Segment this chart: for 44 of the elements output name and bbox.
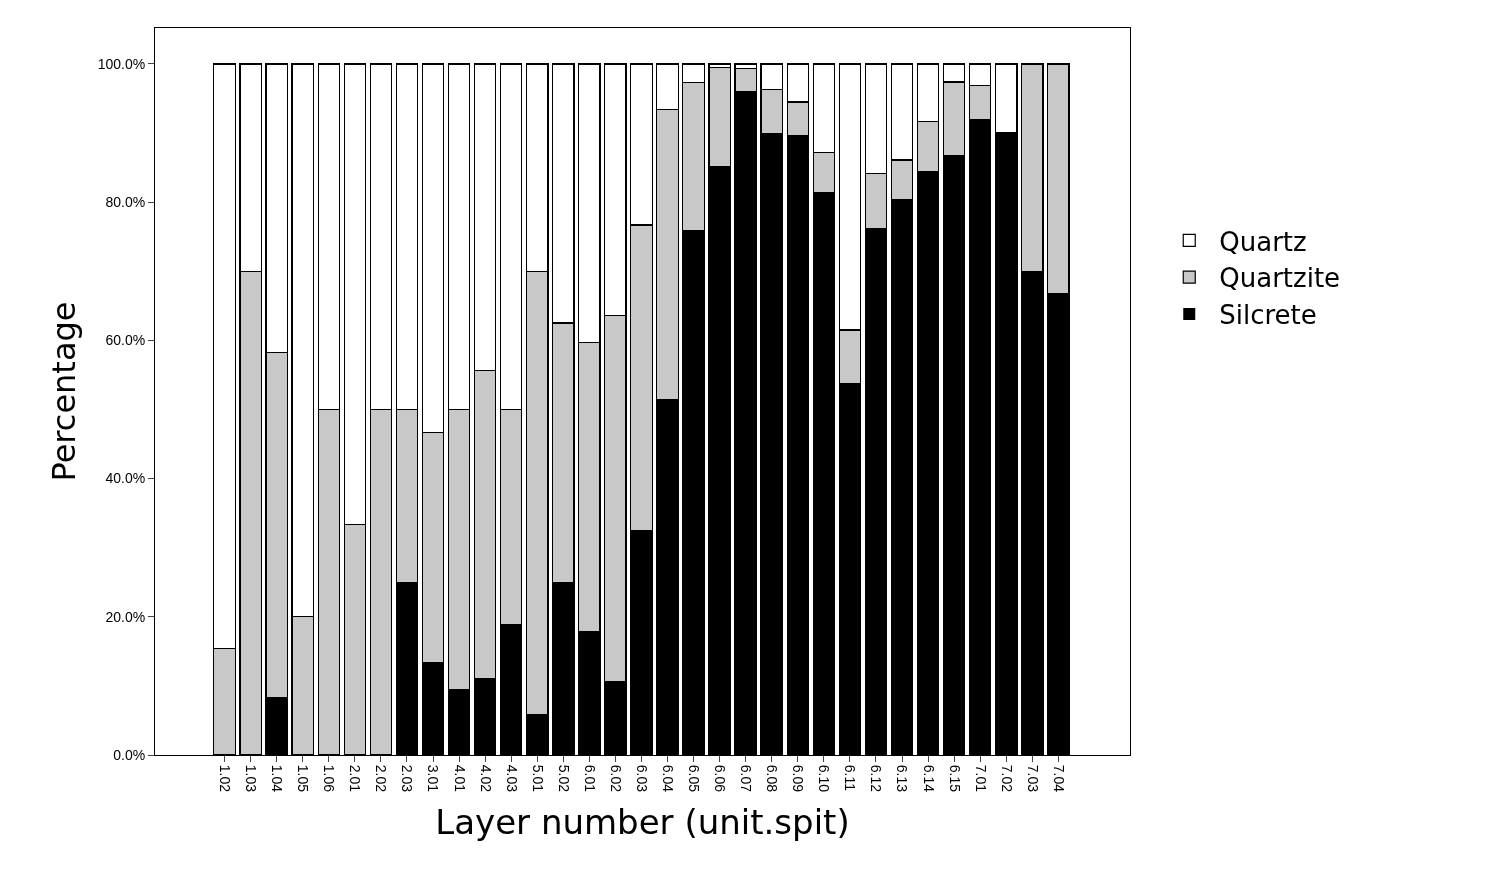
x-tick-label: 6.05 <box>686 764 703 793</box>
x-tick-label: 6.03 <box>633 764 650 793</box>
x-tick-label: 6.07 <box>738 764 755 793</box>
legend-label: Silcrete <box>1219 300 1317 331</box>
x-tick-label: 7.02 <box>998 764 1015 793</box>
x-tick-label: 6.04 <box>659 764 676 793</box>
x-tick-label: 6.09 <box>790 764 807 793</box>
x-tick-label: 1.05 <box>295 764 312 793</box>
x-tick-label: 5.01 <box>529 764 546 793</box>
y-tick-label: 20.0% <box>105 608 146 625</box>
y-tick-label: 40.0% <box>105 470 146 487</box>
x-tick-label: 6.14 <box>920 764 937 793</box>
y-axis-title: Percentage <box>45 301 84 482</box>
x-tick-label: 6.11 <box>842 764 859 792</box>
x-tick-label: 4.02 <box>477 764 494 793</box>
x-tick-label: 4.03 <box>503 764 520 793</box>
y-tick-label: 0.0% <box>113 746 146 763</box>
x-axis-title: Layer number (unit.spit) <box>435 801 850 842</box>
x-tick-label: 6.01 <box>581 764 598 793</box>
x-tick-label: 6.06 <box>712 764 729 793</box>
y-tick-label: 100.0% <box>97 55 146 72</box>
x-tick-label: 6.02 <box>607 764 624 793</box>
x-tick-label: 5.02 <box>555 764 572 793</box>
x-tick-label: 2.01 <box>347 764 364 793</box>
y-tick-label: 60.0% <box>105 332 146 349</box>
x-tick-label: 1.02 <box>217 764 234 793</box>
x-tick-label: 2.03 <box>399 764 416 793</box>
x-tick-label: 1.06 <box>321 764 338 793</box>
x-tick-label: 6.12 <box>868 764 885 793</box>
legend-label: Quartz <box>1219 226 1307 257</box>
x-tick-label: 6.15 <box>946 764 963 793</box>
x-tick-label: 2.02 <box>373 764 390 793</box>
x-tick-label: 6.08 <box>764 764 781 793</box>
x-tick-label: 4.01 <box>451 764 468 793</box>
x-tick-label: 6.10 <box>816 764 833 793</box>
legend-label: Quartzite <box>1219 263 1341 294</box>
x-tick-label: 1.04 <box>269 764 286 793</box>
x-tick-label: 7.01 <box>972 764 989 793</box>
y-tick-label: 80.0% <box>105 194 146 211</box>
x-tick-label: 6.13 <box>894 764 911 793</box>
x-tick-label: 3.01 <box>425 764 442 793</box>
x-tick-label: 7.04 <box>1050 764 1067 793</box>
x-tick-label: 1.03 <box>243 764 260 793</box>
x-tick-label: 7.03 <box>1024 764 1041 793</box>
